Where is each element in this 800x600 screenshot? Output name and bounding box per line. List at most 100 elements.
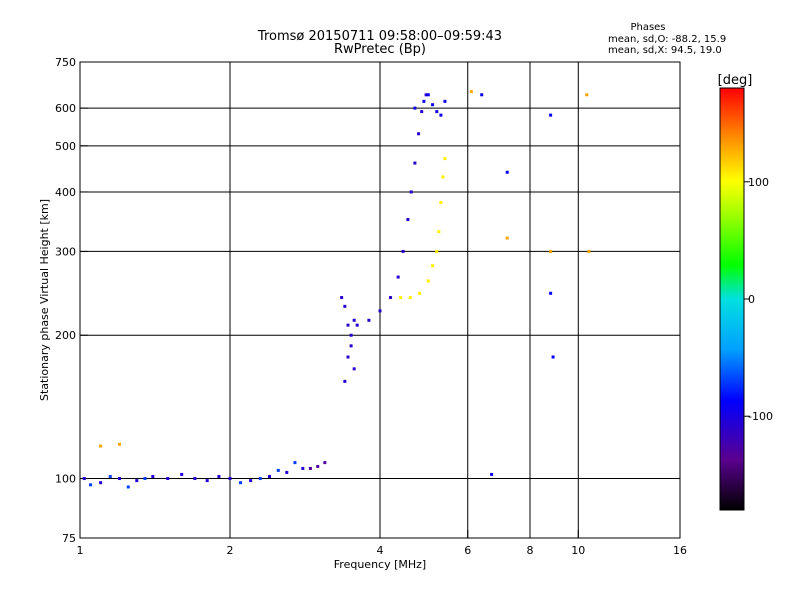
data-point	[276, 468, 280, 472]
data-point	[343, 304, 347, 308]
data-point	[301, 466, 305, 470]
data-point	[396, 275, 400, 279]
data-point	[316, 464, 320, 468]
stats-line-o: mean, sd,O: -88.2, 15.9	[608, 34, 726, 45]
data-point	[435, 110, 439, 114]
data-point	[258, 477, 262, 481]
data-point	[409, 190, 413, 194]
y-axis-label: Stationary phase Virtual Height [km]	[38, 199, 51, 401]
data-point	[408, 296, 412, 300]
data-point	[417, 291, 421, 295]
data-point	[443, 99, 447, 103]
data-point	[389, 296, 393, 300]
x-tick-label: 2	[227, 544, 234, 557]
y-tick-label: 75	[62, 532, 76, 545]
chart-title: Tromsø 20150711 09:58:00–09:59:43	[257, 29, 502, 44]
data-point	[435, 249, 439, 253]
data-point	[424, 93, 428, 97]
x-tick-label: 1	[77, 544, 84, 557]
data-point	[549, 249, 553, 253]
data-point	[267, 474, 271, 478]
data-point	[239, 481, 243, 485]
x-tick-label: 4	[377, 544, 384, 557]
data-point	[439, 113, 443, 117]
y-tick-label: 300	[55, 245, 76, 258]
y-tick-label: 400	[55, 186, 76, 199]
data-point	[117, 442, 121, 446]
data-point	[439, 201, 443, 205]
y-tick-label: 600	[55, 102, 76, 115]
data-point	[349, 333, 353, 337]
data-point	[352, 318, 356, 322]
data-point	[406, 218, 410, 222]
data-point	[417, 132, 421, 136]
data-point	[285, 470, 289, 474]
y-tick-label: 100	[55, 473, 76, 486]
colorbar-gradient	[719, 87, 745, 511]
data-point	[99, 481, 103, 485]
data-point	[551, 355, 555, 359]
data-point	[367, 318, 371, 322]
data-points	[82, 90, 591, 489]
data-point	[426, 279, 430, 283]
data-point	[126, 485, 130, 489]
data-point	[505, 236, 509, 240]
y-tick-label: 500	[55, 140, 76, 153]
data-point	[82, 477, 86, 481]
x-axis-label: Frequency [MHz]	[334, 558, 426, 571]
data-point	[193, 477, 197, 481]
data-point	[422, 99, 426, 103]
data-point	[205, 479, 209, 483]
data-point	[437, 230, 441, 234]
plot-area: 1 2 4 6 8 10 16 75 100 200 300 400 500 600 750	[55, 56, 687, 557]
colorbar-tick-label: -100	[748, 410, 773, 423]
colorbar: [deg] 100 0 -100	[718, 73, 773, 511]
data-point	[308, 466, 312, 470]
data-point	[135, 479, 139, 483]
data-point	[401, 249, 405, 253]
data-point	[217, 474, 221, 478]
stats-heading: Phases	[630, 22, 665, 33]
data-point	[480, 93, 484, 97]
data-point	[378, 309, 382, 313]
x-axis-ticks: 1 2 4 6 8 10 16	[77, 530, 687, 557]
data-point	[99, 444, 103, 448]
data-point	[505, 170, 509, 174]
colorbar-tick-label: 100	[748, 176, 769, 189]
data-point	[346, 355, 350, 359]
data-point	[431, 103, 435, 107]
data-point	[549, 291, 553, 295]
data-point	[249, 479, 253, 483]
data-point	[469, 90, 473, 94]
data-point	[413, 106, 417, 110]
data-point	[413, 161, 417, 165]
data-point	[340, 296, 344, 300]
data-point	[228, 477, 232, 481]
data-point	[166, 477, 170, 481]
data-point	[323, 461, 327, 465]
data-point	[420, 110, 424, 114]
data-point	[549, 113, 553, 117]
data-point	[399, 296, 403, 300]
data-point	[346, 323, 350, 327]
colorbar-ticks: 100 0 -100	[744, 176, 773, 423]
grid-lines	[80, 62, 680, 538]
data-point	[108, 474, 112, 478]
colorbar-tick-label: 0	[748, 293, 755, 306]
x-tick-label: 6	[464, 544, 471, 557]
data-point	[180, 472, 184, 476]
data-point	[117, 477, 121, 481]
data-point	[343, 379, 347, 383]
y-axis-ticks: 75 100 200 300 400 500 600 750	[55, 56, 88, 545]
x-tick-label: 16	[673, 544, 687, 557]
data-point	[490, 472, 494, 476]
y-tick-label: 750	[55, 56, 76, 69]
data-point	[355, 323, 359, 327]
y-tick-label: 200	[55, 329, 76, 342]
x-tick-label: 10	[571, 544, 585, 557]
data-point	[349, 344, 353, 348]
data-point	[143, 477, 147, 481]
data-point	[89, 483, 93, 487]
colorbar-label: [deg]	[718, 73, 753, 88]
